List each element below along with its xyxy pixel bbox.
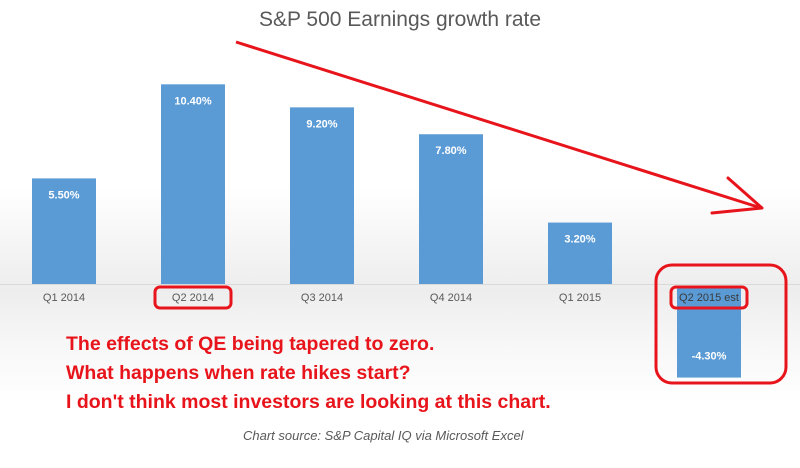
arrow-head [710, 176, 764, 215]
bar [548, 222, 612, 284]
data-label: 3.20% [564, 234, 595, 246]
highlight-box [654, 263, 788, 385]
trend-arrow [235, 40, 759, 209]
bar [32, 178, 96, 284]
annotation-line: The effects of QE being tapered to zero. [66, 333, 435, 355]
category-label: Q1 2015 [559, 292, 601, 304]
chart-title: S&P 500 Earnings growth rate [258, 8, 542, 31]
annotation-line: I don't think most investors are looking… [66, 391, 551, 413]
data-label: 5.50% [48, 189, 79, 201]
highlight-box [669, 285, 749, 310]
annotation-markup [153, 40, 788, 385]
data-label: 9.20% [306, 118, 337, 130]
category-label: Q1 2014 [43, 292, 85, 304]
category-label: Q2 2015 est [679, 292, 739, 304]
data-label: 7.80% [435, 145, 466, 157]
data-label: 10.40% [174, 95, 212, 107]
bars-layer [0, 84, 800, 378]
bar [290, 107, 354, 284]
data-label: -4.30% [692, 351, 727, 363]
category-label: Q2 2014 [172, 292, 214, 304]
bar [419, 134, 483, 284]
source-note: Chart source: S&P Capital IQ via Microso… [243, 428, 524, 443]
highlight-box [153, 285, 233, 310]
bar [161, 84, 225, 284]
labels-layer: 5.50% Q1 2014 10.40% Q2 2014 9.20% Q3 2014 7.8… [43, 95, 739, 362]
category-label: Q3 2014 [301, 292, 343, 304]
bar [677, 287, 741, 378]
annotation-line: What happens when rate hikes start? [66, 362, 411, 384]
category-label: Q4 2014 [430, 292, 472, 304]
